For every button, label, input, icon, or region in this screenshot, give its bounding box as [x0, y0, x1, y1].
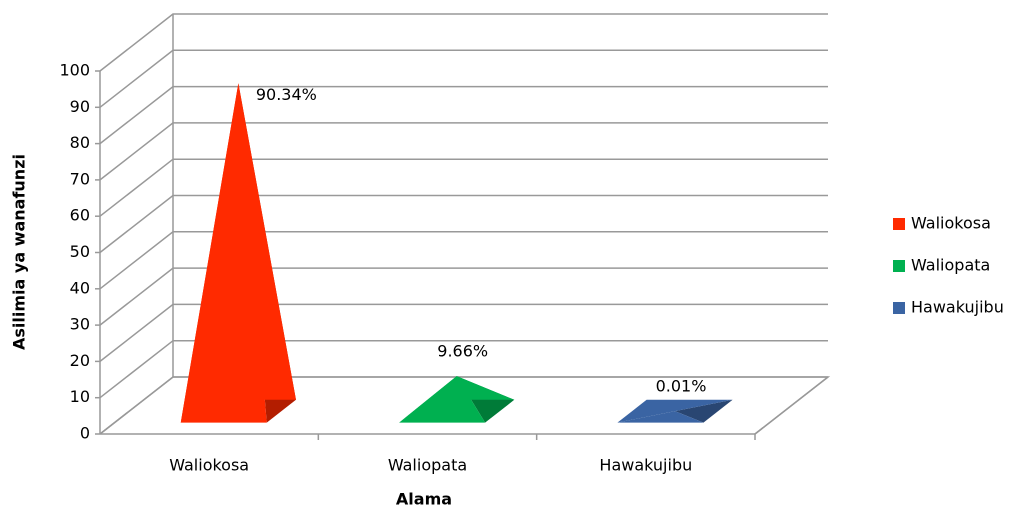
y-tick-label: 90	[70, 97, 90, 116]
y-tick-label: 10	[70, 387, 90, 406]
legend-swatch	[893, 260, 905, 272]
legend-swatch	[893, 218, 905, 230]
grid-line	[99, 194, 828, 254]
data-label: 9.66%	[437, 342, 488, 361]
data-label: 0.01%	[656, 377, 707, 396]
grid-line	[99, 13, 828, 72]
pyramid-front	[180, 83, 267, 423]
pyramid-side	[675, 399, 733, 423]
legend-label: Hawakujibu	[911, 298, 1004, 317]
legend-swatch	[893, 302, 905, 314]
pyramid-back	[617, 399, 733, 423]
grid-line	[99, 158, 828, 217]
data-label: 90.34%	[256, 85, 317, 104]
y-tick-label: 0	[80, 424, 90, 443]
grid-line	[99, 122, 828, 181]
y-tick-label: 50	[70, 242, 90, 261]
y-tick-label: 40	[70, 278, 90, 297]
x-tick-label: Waliopata	[388, 456, 467, 475]
legend-label: Waliopata	[911, 256, 990, 275]
x-tick-label: Hawakujibu	[599, 456, 692, 475]
y-tick-label: 70	[70, 169, 90, 188]
grid-line	[99, 85, 828, 145]
pyramid-front	[617, 411, 704, 423]
y-tick-label: 100	[59, 61, 90, 80]
pyramid-front	[399, 376, 486, 423]
y-tick-label: 80	[70, 133, 90, 152]
y-tick-label: 20	[70, 351, 90, 370]
grid-line	[99, 49, 828, 108]
y-tick-label: 30	[70, 315, 90, 334]
floor-edge	[754, 376, 829, 435]
y-tick-label: 60	[70, 206, 90, 225]
x-axis-label: Alama	[396, 490, 452, 509]
legend-label: Waliokosa	[911, 214, 991, 233]
x-tick-label: Waliokosa	[169, 456, 249, 475]
y-axis-label: Asilimia ya wanafunzi	[10, 154, 29, 350]
